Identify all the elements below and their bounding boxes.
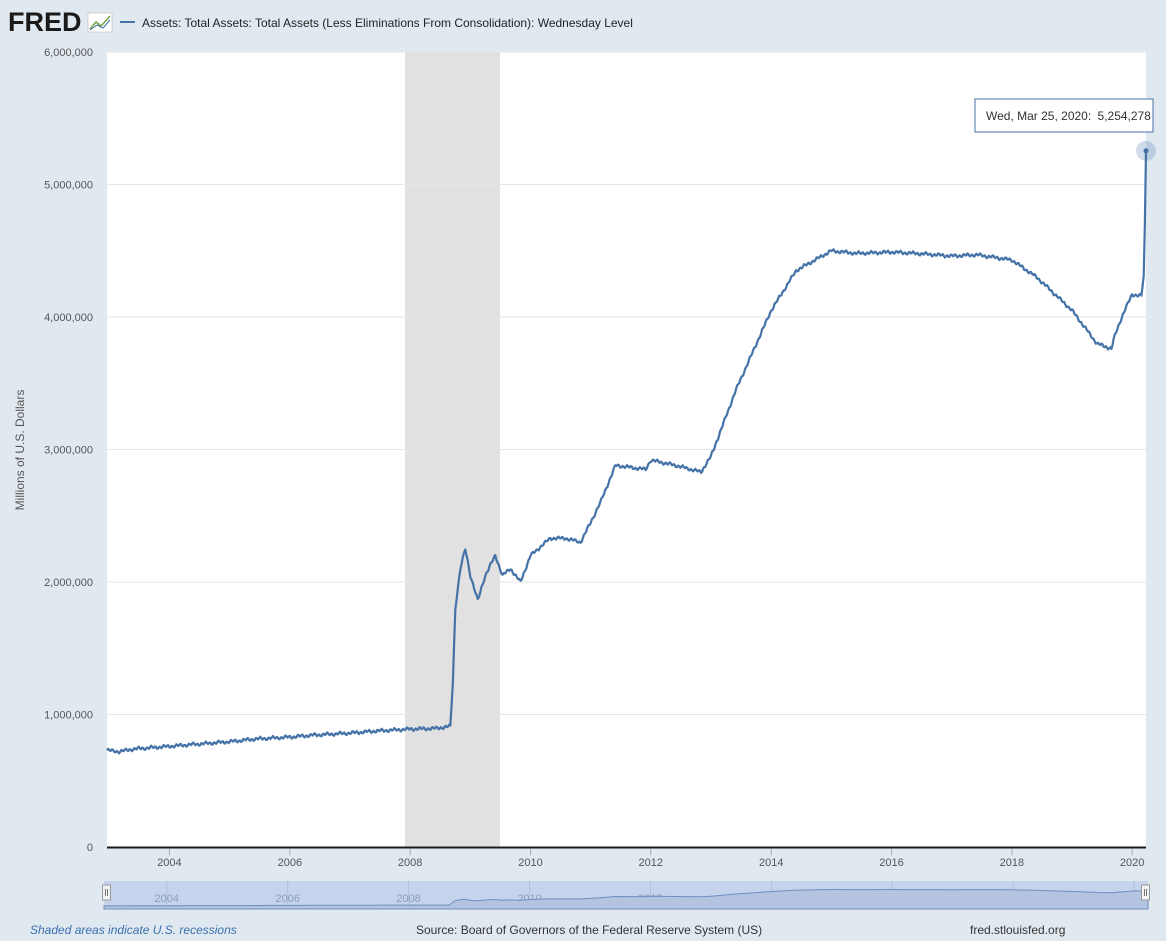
navigator-series: [103, 885, 1149, 910]
x-tick-label: 2018: [1000, 857, 1024, 869]
series-layer: [106, 140, 1156, 755]
navigator-tick-label: 2008: [396, 893, 420, 905]
y-tick-label: 2,000,000: [44, 577, 93, 589]
x-tick-label: 2008: [398, 857, 422, 869]
legend-label: Assets: Total Assets: Total Assets (Less…: [142, 16, 633, 30]
site-link[interactable]: fred.stlouisfed.org: [970, 923, 1065, 937]
x-tick-label: 2016: [879, 857, 903, 869]
y-tick-label: 3,000,000: [44, 445, 93, 457]
fred-logo[interactable]: FRED: [8, 7, 113, 37]
fred-logo-text: FRED: [8, 7, 82, 37]
y-axis-ticks: 0 1,000,000 2,000,000 3,000,000 4,000,000 5,0…: [44, 47, 93, 854]
recession-note[interactable]: Shaded areas indicate U.S. recessions: [30, 923, 237, 937]
y-tick-label: 0: [87, 842, 93, 854]
x-tick-label: 2014: [759, 857, 783, 869]
navigator-tick-label: 2006: [275, 893, 299, 905]
x-tick-label: 2004: [157, 857, 181, 869]
svg-text:Wed, Mar 25, 2020: 5,254: Wed, Mar 25, 2020: 5,254,278: [986, 109, 1151, 123]
legend[interactable]: Assets: Total Assets: Total Assets (Less…: [120, 16, 633, 30]
y-tick-label: 6,000,000: [44, 47, 93, 59]
y-tick-label: 5,000,000: [44, 180, 93, 192]
tooltip: Wed, Mar 25, 2020: 5,254,278: [974, 98, 1154, 133]
tooltip-value: 5,254,278: [1098, 109, 1152, 123]
x-tick-label: 2010: [518, 857, 542, 869]
tooltip-date: Wed, Mar 25, 2020:: [986, 109, 1091, 123]
grid-lines: [107, 51, 1146, 715]
line-chart-icon: [87, 12, 113, 33]
hover-point: [1143, 148, 1149, 154]
tooltip-box: [974, 98, 1154, 133]
x-tick-label: 2012: [639, 857, 663, 869]
navigator-right-handle[interactable]: [1141, 884, 1150, 901]
series-line: [106, 150, 1148, 755]
source-text: Source: Board of Governors of the Federa…: [416, 923, 762, 937]
y-tick-label: 4,000,000: [44, 312, 93, 324]
navigator-tick-label: 2004: [154, 893, 178, 905]
x-tick-label: 2006: [278, 857, 302, 869]
y-tick-label: 1,000,000: [44, 710, 93, 722]
x-axis-ticks: 2004 2006 2008 2010 2012 2014 2016 2018 2020: [157, 847, 1144, 869]
y-axis-title: Millions of U.S. Dollars: [13, 390, 27, 511]
x-tick-label: 2020: [1120, 857, 1144, 869]
navigator-left-handle[interactable]: [102, 884, 111, 901]
